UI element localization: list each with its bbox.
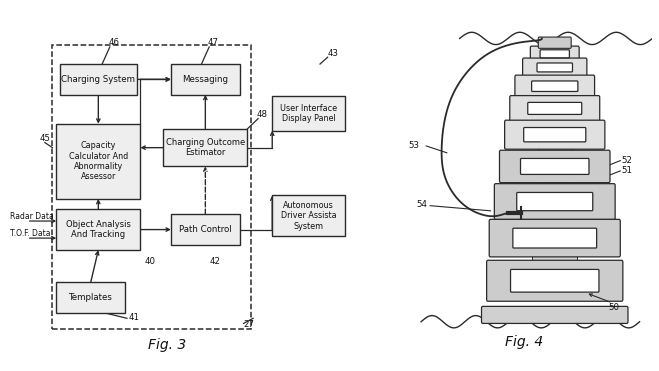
- Bar: [544, 75, 565, 77]
- FancyBboxPatch shape: [511, 269, 599, 292]
- Bar: [540, 119, 570, 122]
- Bar: [56, 124, 140, 199]
- FancyBboxPatch shape: [500, 150, 610, 183]
- FancyBboxPatch shape: [528, 102, 582, 114]
- Bar: [272, 196, 345, 236]
- FancyBboxPatch shape: [486, 260, 623, 301]
- Bar: [538, 148, 572, 152]
- Text: Charging Outcome
Estimator: Charging Outcome Estimator: [165, 138, 245, 157]
- FancyBboxPatch shape: [489, 219, 620, 257]
- FancyBboxPatch shape: [530, 46, 579, 62]
- FancyBboxPatch shape: [505, 120, 605, 149]
- FancyBboxPatch shape: [523, 58, 587, 77]
- Text: Messaging: Messaging: [183, 75, 229, 84]
- Bar: [60, 64, 136, 95]
- FancyBboxPatch shape: [524, 128, 586, 142]
- Text: Object Analysis
And Tracking: Object Analysis And Tracking: [66, 220, 130, 239]
- FancyBboxPatch shape: [494, 184, 615, 220]
- Bar: [53, 45, 251, 329]
- Text: 43: 43: [328, 49, 339, 58]
- Bar: [534, 218, 575, 221]
- Text: User Interface
Display Panel: User Interface Display Panel: [280, 104, 337, 123]
- FancyBboxPatch shape: [482, 306, 628, 324]
- FancyBboxPatch shape: [538, 37, 571, 48]
- Text: 53: 53: [409, 141, 419, 150]
- Text: 27: 27: [244, 320, 254, 329]
- Text: Fig. 4: Fig. 4: [505, 335, 543, 349]
- FancyBboxPatch shape: [540, 50, 569, 58]
- Text: 48: 48: [257, 110, 268, 119]
- Bar: [171, 214, 240, 245]
- Text: 50: 50: [609, 303, 619, 312]
- FancyBboxPatch shape: [537, 63, 573, 72]
- Text: 52: 52: [621, 156, 633, 165]
- Bar: [56, 282, 125, 313]
- Bar: [536, 181, 573, 186]
- Text: Radar Data: Radar Data: [11, 212, 54, 221]
- Text: Fig. 3: Fig. 3: [148, 338, 186, 352]
- FancyBboxPatch shape: [517, 193, 592, 211]
- Text: Capacity
Calculator And
Abnormality
Assessor: Capacity Calculator And Abnormality Asse…: [69, 141, 128, 181]
- Text: 54: 54: [416, 200, 427, 209]
- Bar: [56, 209, 140, 250]
- Text: 47: 47: [208, 38, 219, 47]
- Bar: [541, 96, 568, 97]
- FancyBboxPatch shape: [513, 228, 596, 248]
- FancyBboxPatch shape: [521, 158, 589, 174]
- Text: Charging System: Charging System: [61, 75, 135, 84]
- Text: T.O.F. Data: T.O.F. Data: [11, 229, 51, 238]
- Text: 41: 41: [129, 313, 140, 322]
- Bar: [163, 129, 247, 167]
- Text: 45: 45: [39, 134, 50, 143]
- Bar: [272, 96, 345, 131]
- Text: Templates: Templates: [69, 293, 113, 302]
- Text: 40: 40: [144, 257, 155, 266]
- FancyBboxPatch shape: [510, 96, 600, 121]
- Text: Autonomous
Driver Assista
System: Autonomous Driver Assista System: [281, 201, 336, 231]
- Text: 51: 51: [621, 166, 633, 175]
- Bar: [171, 64, 240, 95]
- Bar: [532, 255, 577, 262]
- FancyBboxPatch shape: [532, 81, 578, 92]
- Text: 42: 42: [209, 257, 220, 266]
- Text: Path Control: Path Control: [179, 225, 232, 234]
- Text: 46: 46: [108, 38, 119, 47]
- FancyBboxPatch shape: [515, 75, 594, 97]
